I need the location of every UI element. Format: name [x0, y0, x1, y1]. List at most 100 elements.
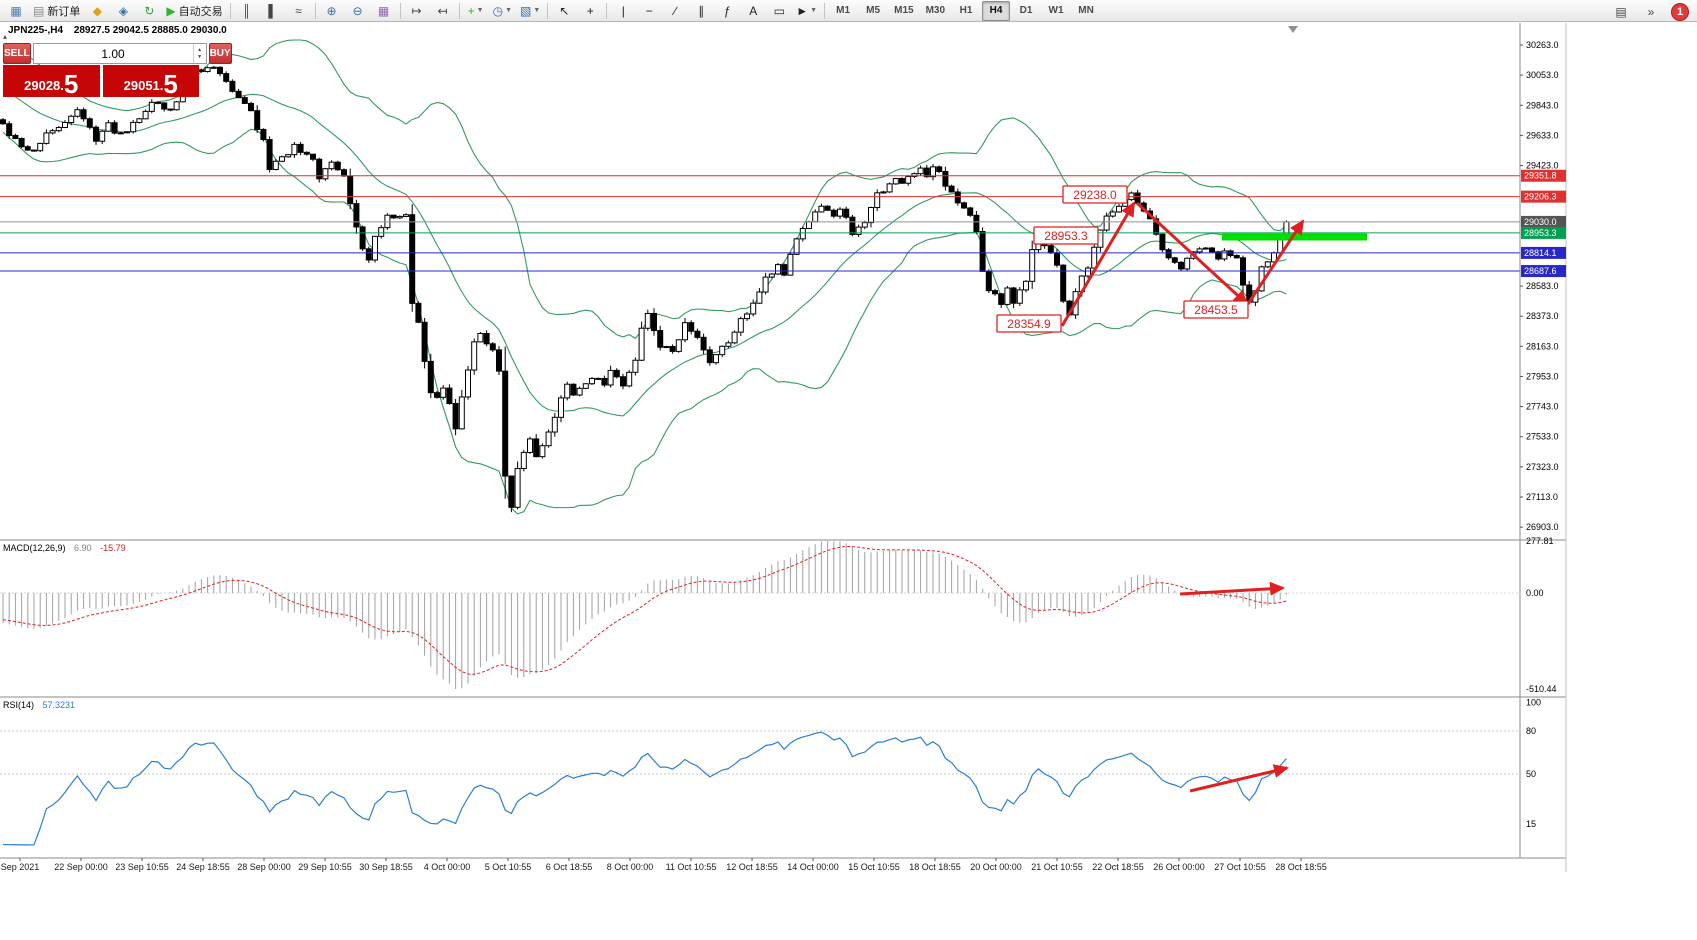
- templates-icon[interactable]: ▧ ▼: [517, 1, 543, 21]
- svg-text:277.81: 277.81: [1526, 536, 1554, 546]
- trendline-icon[interactable]: ∕: [663, 1, 687, 21]
- templates-dropdown-icon[interactable]: ▼: [533, 7, 541, 14]
- volume-spinner[interactable]: ▲ ▼: [192, 44, 206, 63]
- trade-panel-collapse-icon[interactable]: ▴: [3, 32, 8, 41]
- timeframe-h4[interactable]: H4: [982, 0, 1011, 21]
- notification-badge[interactable]: 1: [1671, 3, 1689, 21]
- trend-arrow[interactable]: [1189, 764, 1289, 793]
- channel-icon[interactable]: ∥: [689, 1, 713, 21]
- volume-increase-icon[interactable]: ▲: [197, 46, 203, 53]
- rsi-name: RSI(14): [3, 700, 35, 710]
- time-axis[interactable]: Sep 2021 22 Sep 00:00 23 Sep 10:55 24 Sep 1…: [1, 858, 1327, 872]
- auto-scroll-icon[interactable]: ↦: [405, 1, 429, 21]
- crosshair-icon[interactable]: +: [578, 1, 602, 21]
- candlestick-chart-icon[interactable]: ▌: [261, 1, 285, 21]
- horizontal-line-icon[interactable]: −: [637, 1, 661, 21]
- new-order-label: 新订单: [47, 5, 81, 18]
- zoom-in-icon[interactable]: ⊕: [320, 1, 344, 21]
- arrows-tool-icon: ►: [796, 3, 809, 18]
- timeframe-w1[interactable]: W1: [1048, 5, 1064, 16]
- fibonacci-icon[interactable]: ƒ: [715, 1, 739, 21]
- trend-arrow[interactable]: [1060, 201, 1136, 327]
- bollinger-bands: [2, 39, 1287, 515]
- buy-button[interactable]: BUY: [208, 43, 232, 64]
- navigator-icon[interactable]: ↻: [137, 1, 161, 21]
- text-label-icon[interactable]: ▭: [767, 1, 791, 21]
- timeframe-h1[interactable]: H1: [959, 5, 973, 16]
- macd-panel: [0, 541, 1520, 689]
- arrows-tool-icon[interactable]: ► ▼: [793, 1, 820, 21]
- price-annotation-box[interactable]: [1033, 226, 1099, 245]
- periods-dropdown-icon[interactable]: ▼: [505, 7, 512, 14]
- indicators-dropdown-icon[interactable]: ▼: [476, 7, 484, 14]
- svg-text:29843.0: 29843.0: [1526, 100, 1559, 110]
- tile-windows-icon[interactable]: ▦: [372, 1, 396, 21]
- toolbar-separator: [314, 2, 316, 19]
- new-order-button[interactable]: ▤ 新订单: [30, 1, 83, 21]
- timeframe-m5[interactable]: M5: [866, 5, 881, 16]
- toolbar-dock-icon[interactable]: ▤: [1615, 5, 1627, 19]
- bid-price[interactable]: 29028. 5: [3, 65, 100, 97]
- timeframe-d1[interactable]: D1: [1019, 5, 1033, 16]
- svg-text:24 Sep 18:55: 24 Sep 18:55: [176, 862, 230, 872]
- trend-arrow[interactable]: [1135, 201, 1249, 306]
- tile-windows-icon: ▦: [377, 3, 390, 18]
- arrows-tool-dropdown-icon[interactable]: ▼: [810, 7, 818, 14]
- periods-icon: ◷: [492, 3, 504, 18]
- periods-icon[interactable]: ◷ ▼: [490, 1, 515, 21]
- bar-chart-icon[interactable]: ║: [235, 1, 259, 21]
- svg-text:12 Oct 18:55: 12 Oct 18:55: [726, 862, 778, 872]
- autotrading-icon: ▶: [166, 3, 176, 18]
- candles: [0, 65, 1290, 513]
- timeframe-m1[interactable]: M1: [836, 5, 851, 16]
- line-chart-icon[interactable]: ≈: [287, 1, 311, 21]
- cursor-icon: ↖: [559, 3, 570, 18]
- price-annotation-text: 29238.0: [1073, 188, 1117, 202]
- trend-arrow[interactable]: [1246, 219, 1305, 305]
- zoom-out-icon: ⊖: [352, 3, 363, 18]
- zoom-out-icon[interactable]: ⊖: [346, 1, 370, 21]
- candlestick-chart-icon: ▌: [268, 3, 277, 18]
- main-toolbar: ▦ ▤ 新订单 ◆ ◈ ↻ ▶ 自动交易 ║ ▌ ≈ ⊕ ⊖ ▦ ↦ ↤ + ▼ ◷ ▼ ▧ ▼ ↖ + | − ∕ ∥ ƒ A ▭ ► ▼ M1…: [0, 0, 1697, 22]
- text-icon: A: [749, 3, 758, 18]
- timeframe-m30[interactable]: M30: [925, 5, 946, 16]
- toolbar-more-icon[interactable]: »: [1647, 5, 1655, 19]
- cursor-icon[interactable]: ↖: [552, 1, 576, 21]
- price-axis[interactable]: 30263.0 30053.0 29843.0 29633.0 29423.0 28583…: [1520, 40, 1566, 829]
- price-annotation-box[interactable]: [1062, 185, 1128, 204]
- timeframe-mn[interactable]: MN: [1078, 5, 1094, 16]
- annotations[interactable]: 29238.0 28953.3 28354.9 28453.5: [996, 185, 1305, 793]
- volume-decrease-icon[interactable]: ▼: [197, 53, 203, 60]
- svg-text:26 Oct 00:00: 26 Oct 00:00: [1153, 862, 1205, 872]
- volume-field[interactable]: ▲ ▼: [32, 43, 207, 64]
- zoom-in-icon: ⊕: [326, 3, 337, 18]
- trend-arrow[interactable]: [1179, 581, 1285, 596]
- market-watch-icon: ◆: [92, 3, 102, 18]
- toolbar-groups: ▦ ▤ 新订单 ◆ ◈ ↻ ▶ 自动交易 ║ ▌ ≈ ⊕ ⊖ ▦ ↦ ↤ + ▼ ◷ ▼ ▧ ▼ ↖ + | − ∕ ∥ ƒ A ▭ ► ▼ M1…: [3, 0, 1101, 22]
- chart-shift-marker[interactable]: [1288, 26, 1298, 33]
- vertical-line-icon[interactable]: |: [611, 1, 635, 21]
- ask-price[interactable]: 29051. 5: [102, 65, 199, 97]
- svg-text:29030.0: 29030.0: [1524, 217, 1557, 227]
- new-chart-icon[interactable]: ▦: [4, 1, 28, 21]
- timeframe-m15[interactable]: M15: [894, 5, 914, 16]
- chart-shift-icon[interactable]: ↤: [431, 1, 455, 21]
- crosshair-icon: +: [586, 3, 594, 18]
- autotrading-button[interactable]: ▶ 自动交易: [163, 1, 225, 21]
- horizontal-line-icon: −: [645, 3, 653, 18]
- level-lines[interactable]: [0, 175, 1520, 272]
- data-window-icon[interactable]: ◈: [111, 1, 135, 21]
- price-annotation-text: 28953.3: [1044, 229, 1088, 243]
- new-order-icon: ▤: [33, 3, 45, 18]
- macd-signal-value: -15.79: [100, 543, 126, 553]
- market-watch-icon[interactable]: ◆: [85, 1, 109, 21]
- indicators-icon[interactable]: + ▼: [464, 1, 488, 21]
- svg-text:14 Oct 00:00: 14 Oct 00:00: [787, 862, 839, 872]
- price-annotation-box[interactable]: [1183, 300, 1249, 319]
- fibonacci-icon: ƒ: [723, 3, 731, 18]
- sell-button[interactable]: SELL: [3, 43, 31, 64]
- price-annotation-box[interactable]: [996, 314, 1062, 333]
- volume-input[interactable]: [33, 44, 193, 63]
- text-icon[interactable]: A: [741, 1, 765, 21]
